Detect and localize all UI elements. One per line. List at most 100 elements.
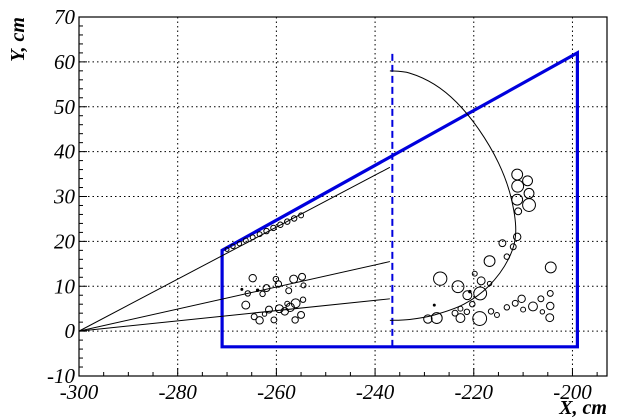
hit-point <box>270 224 277 232</box>
hit-point <box>240 287 244 291</box>
hit-point <box>511 168 524 181</box>
hit-point <box>462 290 473 301</box>
hit-point <box>423 314 433 324</box>
hit-point <box>250 313 258 321</box>
hit-point <box>236 240 243 247</box>
hit-point <box>473 286 488 301</box>
hit-point <box>289 274 299 284</box>
x-tick-label: -240 <box>356 380 395 404</box>
y-tick-label: -10 <box>47 364 75 388</box>
x-axis: -300 -280 -260 -240 -220 -200 <box>60 368 598 404</box>
hit-point <box>493 312 500 318</box>
y-tick-label: 60 <box>54 50 76 74</box>
hit-point <box>433 271 448 286</box>
y-tick-label: 10 <box>54 274 76 298</box>
hit-point <box>430 312 443 325</box>
hit-point <box>261 311 268 317</box>
hit-point <box>285 287 293 295</box>
y-tick-label: 20 <box>54 229 76 253</box>
hit-point <box>242 237 249 244</box>
hit-point <box>249 234 256 241</box>
y-axis: -10 0 10 20 30 40 50 60 70 <box>47 5 87 388</box>
tracks <box>78 70 517 332</box>
hit-point <box>455 313 466 324</box>
hit-point <box>457 305 464 312</box>
hit-point <box>483 255 496 268</box>
y-tick-label: 40 <box>54 140 76 164</box>
hit-point <box>522 198 536 212</box>
x-tick-label: -220 <box>455 380 494 404</box>
hit-point <box>298 272 306 281</box>
hit-point <box>472 311 488 326</box>
hit-point <box>272 275 280 283</box>
hit-point <box>263 227 270 235</box>
straight-track-0 <box>78 166 391 332</box>
hit-point <box>498 239 507 248</box>
hit-point <box>300 282 307 289</box>
hit-point <box>241 300 251 310</box>
x-tick-label: -260 <box>257 380 296 404</box>
hit-point <box>230 243 236 250</box>
hit-point <box>255 316 264 325</box>
hit-point <box>511 179 525 193</box>
hit-point <box>255 288 260 293</box>
detector-frame <box>220 50 579 349</box>
hit-point <box>290 298 301 309</box>
grid <box>79 17 607 376</box>
hit-point <box>284 300 291 307</box>
hit-point <box>297 311 306 319</box>
hit-point <box>432 303 436 307</box>
hit-point <box>469 300 476 308</box>
hit-point <box>262 284 271 292</box>
hit-point <box>471 270 478 277</box>
hit-point <box>509 243 517 251</box>
hit-point <box>546 301 555 311</box>
hit-point <box>270 316 278 324</box>
hit-point <box>274 304 284 314</box>
hit-point <box>463 308 471 316</box>
hit-point <box>299 296 307 303</box>
hit-point <box>468 289 472 294</box>
frame-outline <box>220 50 579 349</box>
plot-border <box>78 16 608 377</box>
hit-point <box>224 246 230 252</box>
hit-point <box>290 215 298 222</box>
hit-point <box>546 289 554 297</box>
hit-point <box>284 218 291 225</box>
straight-track-1 <box>78 261 390 332</box>
hit-point <box>503 304 511 311</box>
hit-point <box>511 299 519 307</box>
hit-point <box>248 273 257 283</box>
curved-track-0 <box>389 70 517 321</box>
hit-point <box>298 212 305 219</box>
hit-point <box>539 309 546 315</box>
x-axis-label: X, cm <box>558 397 607 418</box>
hit-point <box>511 193 524 206</box>
y-tick-label: 0 <box>65 319 76 343</box>
hit-point <box>512 232 522 242</box>
hit-point <box>545 313 555 323</box>
hit-point <box>259 290 266 298</box>
hit-point <box>520 306 527 313</box>
hit-point <box>256 231 263 238</box>
hit-point <box>544 261 557 274</box>
hit-point <box>486 280 493 287</box>
hit-point <box>528 301 538 312</box>
hit-point <box>522 175 533 187</box>
x-tick-label: -280 <box>158 380 197 404</box>
hit-point <box>503 253 511 260</box>
hit-point <box>514 207 523 216</box>
hits <box>224 168 557 326</box>
x-tick-label: -300 <box>60 380 99 404</box>
hit-point <box>476 276 486 286</box>
hit-point <box>487 308 495 315</box>
hit-point <box>244 290 251 297</box>
x-tick-label: -200 <box>553 380 592 404</box>
hit-point <box>451 280 465 294</box>
y-tick-label: 70 <box>54 5 76 29</box>
hit-point <box>277 221 284 228</box>
y-tick-label: 50 <box>54 95 76 119</box>
hit-point <box>291 316 299 324</box>
hit-point <box>517 294 526 304</box>
